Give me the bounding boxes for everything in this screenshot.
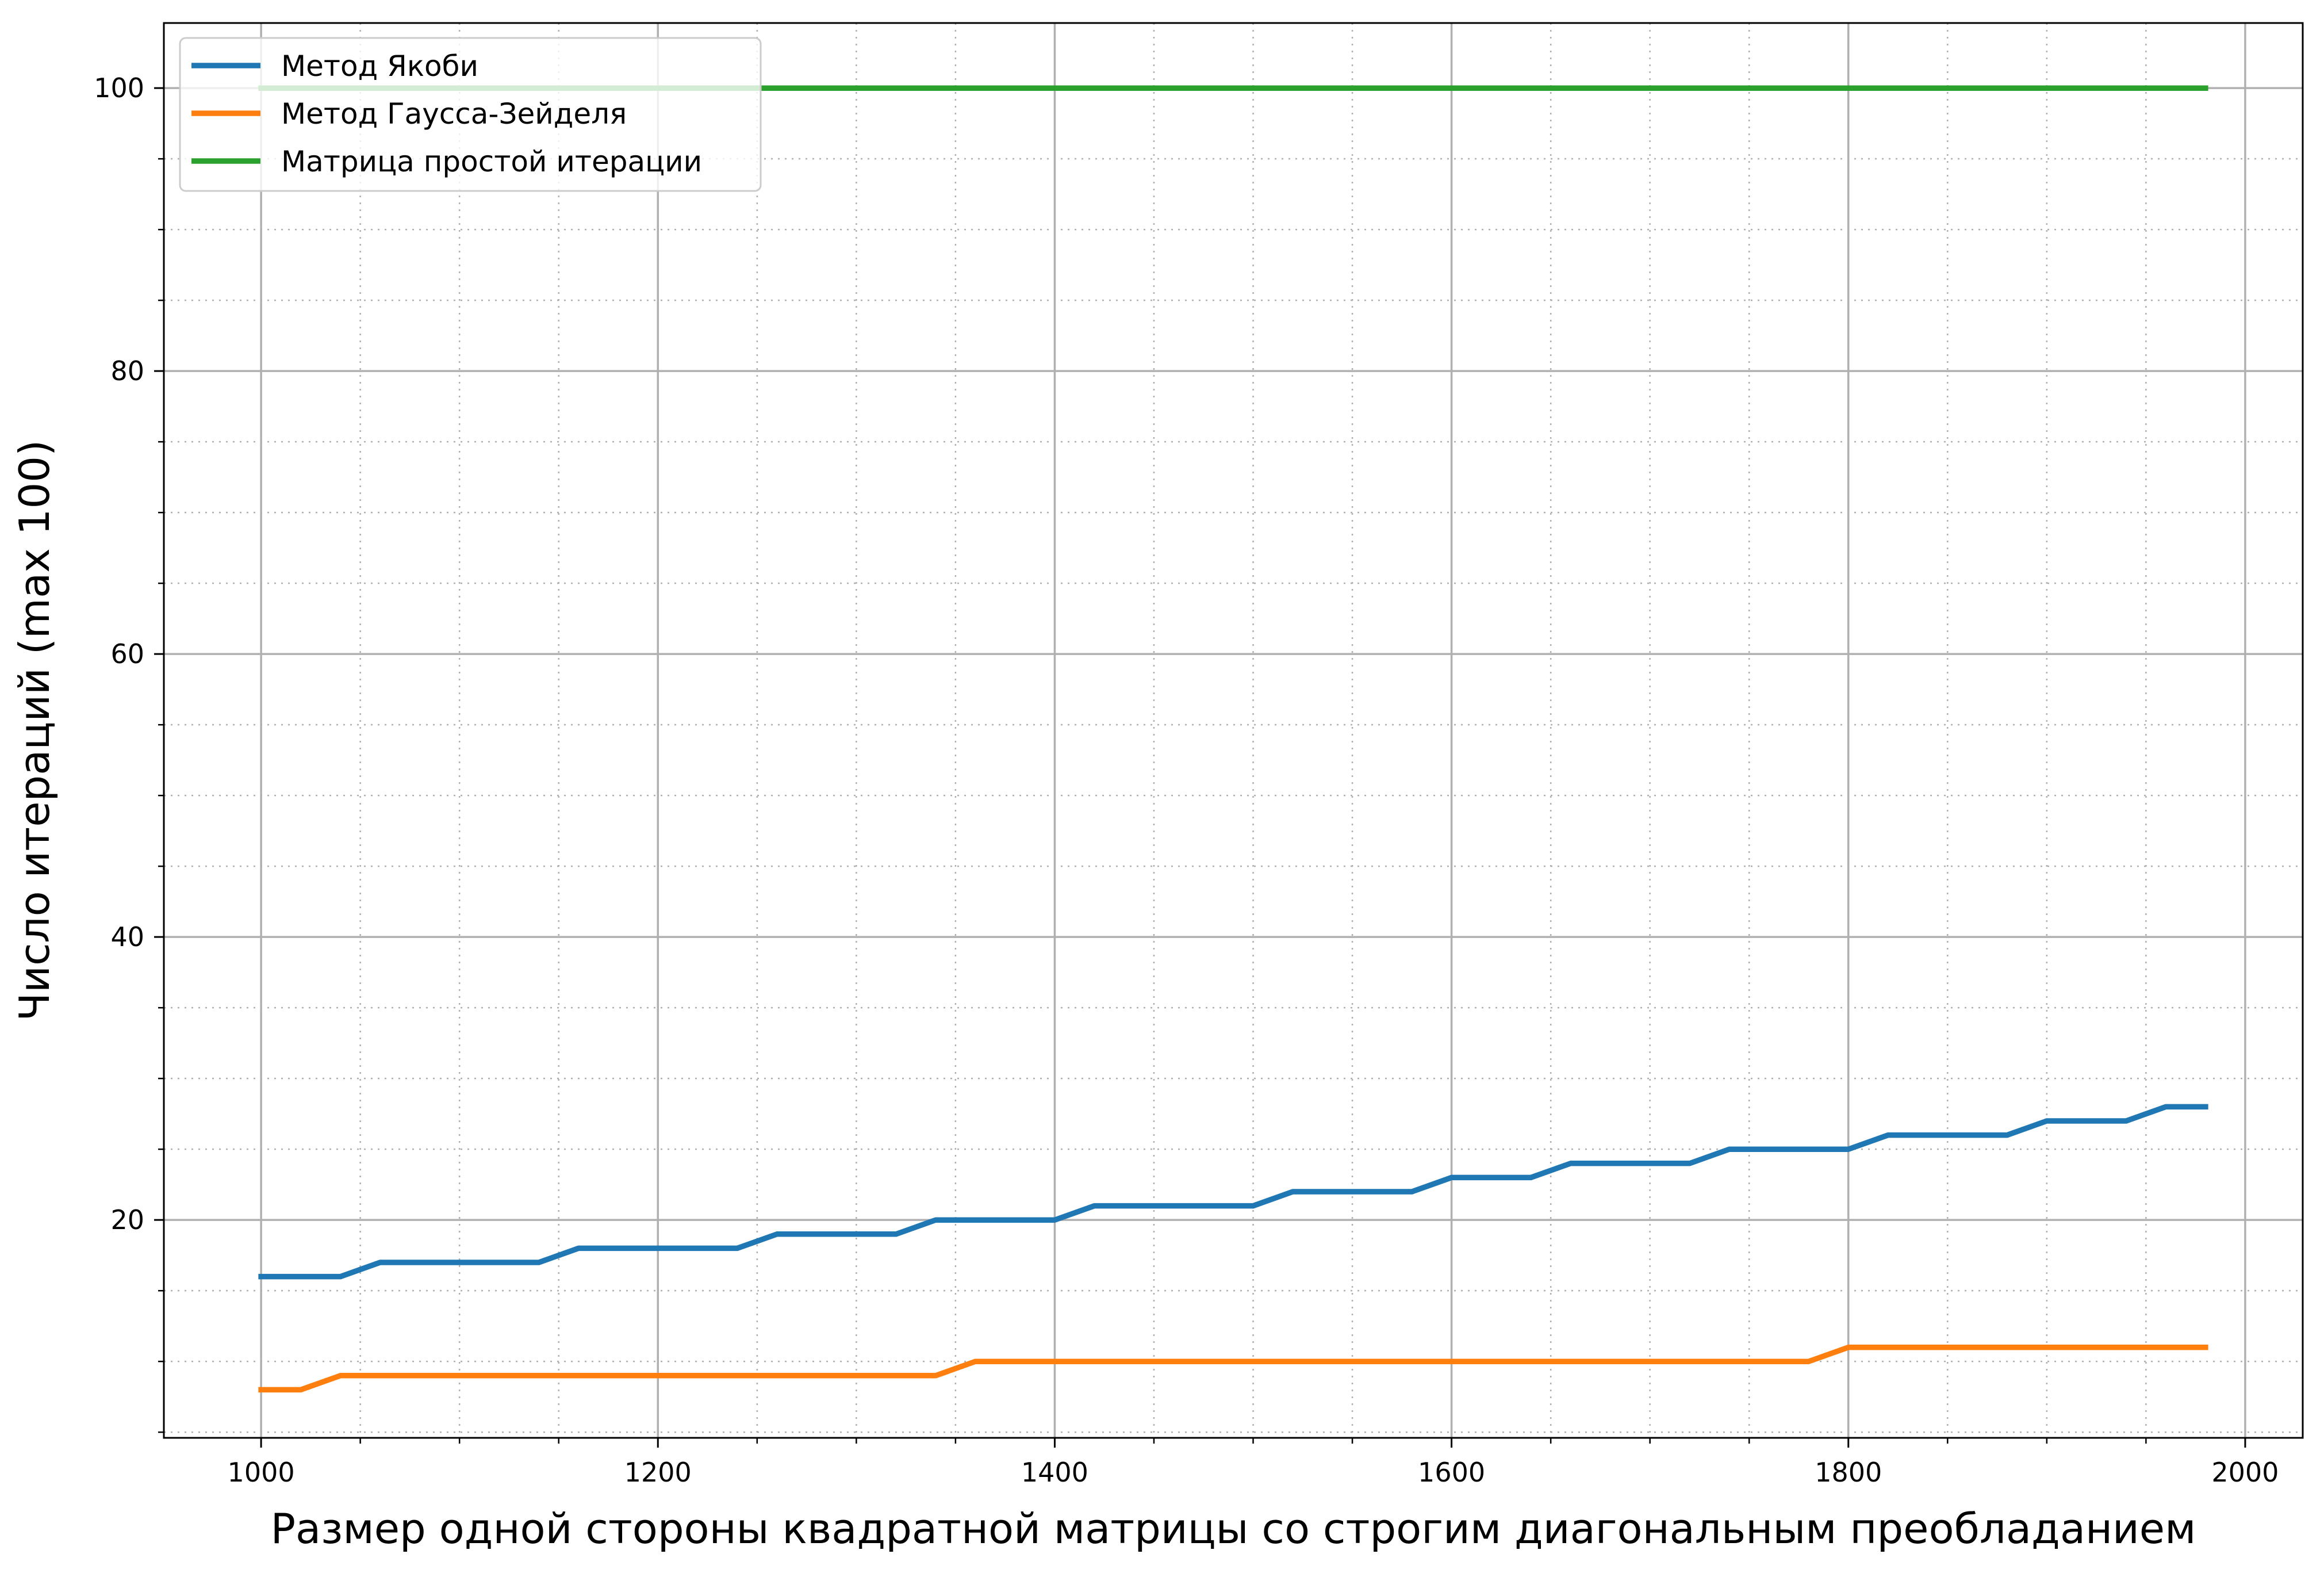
x-tick-label: 2000 bbox=[2211, 1457, 2279, 1488]
y-tick-label: 20 bbox=[110, 1204, 144, 1235]
legend: Метод Якоби Метод Гаусса-Зейделя Матрица п… bbox=[179, 37, 762, 192]
y-axis-title: Число итераций (max 100) bbox=[10, 440, 59, 1021]
y-tick-label: 100 bbox=[94, 72, 144, 104]
x-axis-title: Размер одной стороны квадратной матрицы … bbox=[271, 1505, 2196, 1553]
series-line-2 bbox=[258, 1344, 2208, 1393]
x-tick-label: 1200 bbox=[624, 1457, 692, 1488]
x-tick-label: 1000 bbox=[228, 1457, 295, 1488]
plot-frame bbox=[163, 22, 2304, 1439]
axis-ticks bbox=[154, 87, 2246, 1448]
legend-box bbox=[179, 37, 762, 192]
legend-label: Метод Якоби bbox=[281, 49, 478, 83]
legend-label: Метод Гаусса-Зейделя bbox=[281, 97, 627, 131]
y-tick-label: 60 bbox=[110, 638, 144, 669]
y-tick-label: 80 bbox=[110, 355, 144, 386]
x-tick-label: 1400 bbox=[1021, 1457, 1088, 1488]
tick-labels: 1000 1200 1400 1600 1800 2000 20 40 60 80 100 bbox=[94, 72, 2279, 1488]
y-tick-label: 40 bbox=[110, 921, 144, 952]
x-tick-label: 1600 bbox=[1418, 1457, 1485, 1488]
series-line-1 bbox=[258, 1104, 2208, 1280]
x-tick-label: 1800 bbox=[1815, 1457, 1882, 1488]
legend-label: Матрица простой итерации bbox=[281, 145, 702, 178]
